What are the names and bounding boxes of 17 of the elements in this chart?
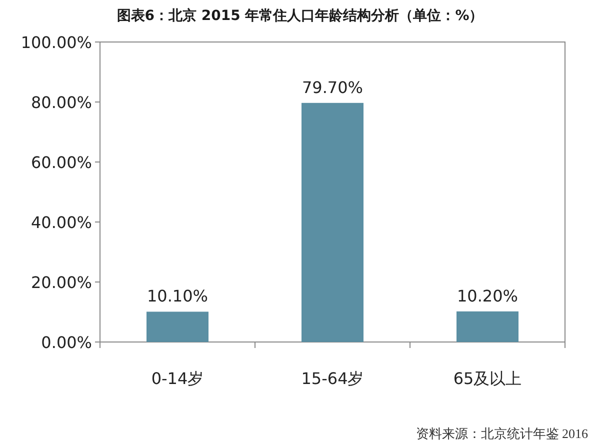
data-label: 79.70% bbox=[302, 78, 364, 97]
data-label: 10.10% bbox=[146, 286, 208, 306]
y-tick-label: 60.00% bbox=[30, 153, 92, 172]
x-tick-label: 15-64岁 bbox=[301, 369, 364, 388]
y-tick-label: 0.00% bbox=[41, 333, 92, 352]
text: 资料来源：北京统计年鉴 2016 bbox=[416, 426, 588, 441]
y-tick-label: 20.00% bbox=[30, 273, 92, 292]
x-tick-label: 0-14岁 bbox=[151, 369, 204, 388]
y-tick-label: 40.00% bbox=[30, 213, 92, 232]
bar bbox=[146, 312, 208, 342]
bar bbox=[456, 311, 518, 342]
bar bbox=[302, 102, 364, 342]
data-label: 10.20% bbox=[456, 286, 518, 306]
y-tick-label: 100.00% bbox=[20, 33, 92, 52]
chart-title: 图表6：北京 2015 年常住人口年龄结构分析（单位：%） bbox=[116, 7, 484, 24]
x-tick-label: 65及以上 bbox=[453, 369, 522, 388]
y-tick-label: 80.00% bbox=[30, 93, 92, 112]
